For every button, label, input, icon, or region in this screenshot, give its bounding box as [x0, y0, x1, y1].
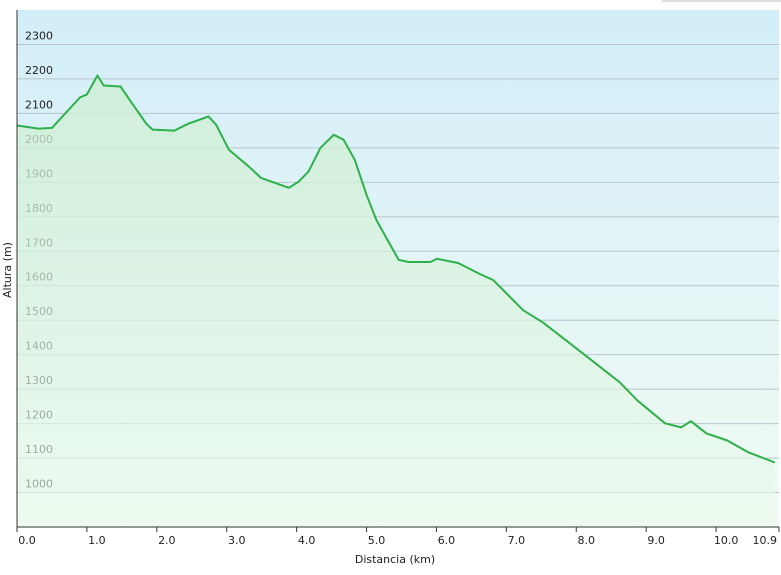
x-tick-label: 4.0	[298, 534, 316, 547]
x-tick-label: 8.0	[578, 534, 596, 547]
x-tick-label: 3.0	[228, 534, 246, 547]
x-tick-label: 6.0	[438, 534, 456, 547]
elevation-line	[16, 74, 776, 464]
y-axis-label: Altura (m)	[1, 242, 14, 298]
y-tick-label: 2100	[25, 98, 53, 111]
x-tick-label: 10.9	[753, 534, 778, 547]
x-tick-label: 7.0	[508, 534, 526, 547]
area-fill	[17, 75, 775, 527]
x-tick-label: 1.0	[88, 534, 106, 547]
x-tick-label: 10.0	[714, 534, 739, 547]
x-tick-label: 9.0	[647, 534, 665, 547]
x-tick-label: 2.0	[158, 534, 176, 547]
x-tick-label: 5.0	[368, 534, 386, 547]
x-axis-label: Distancia (km)	[355, 553, 435, 566]
y-tick-label: 2300	[25, 29, 53, 42]
x-tick-label: 0.0	[18, 534, 36, 547]
y-tick-label: 2200	[25, 64, 53, 77]
